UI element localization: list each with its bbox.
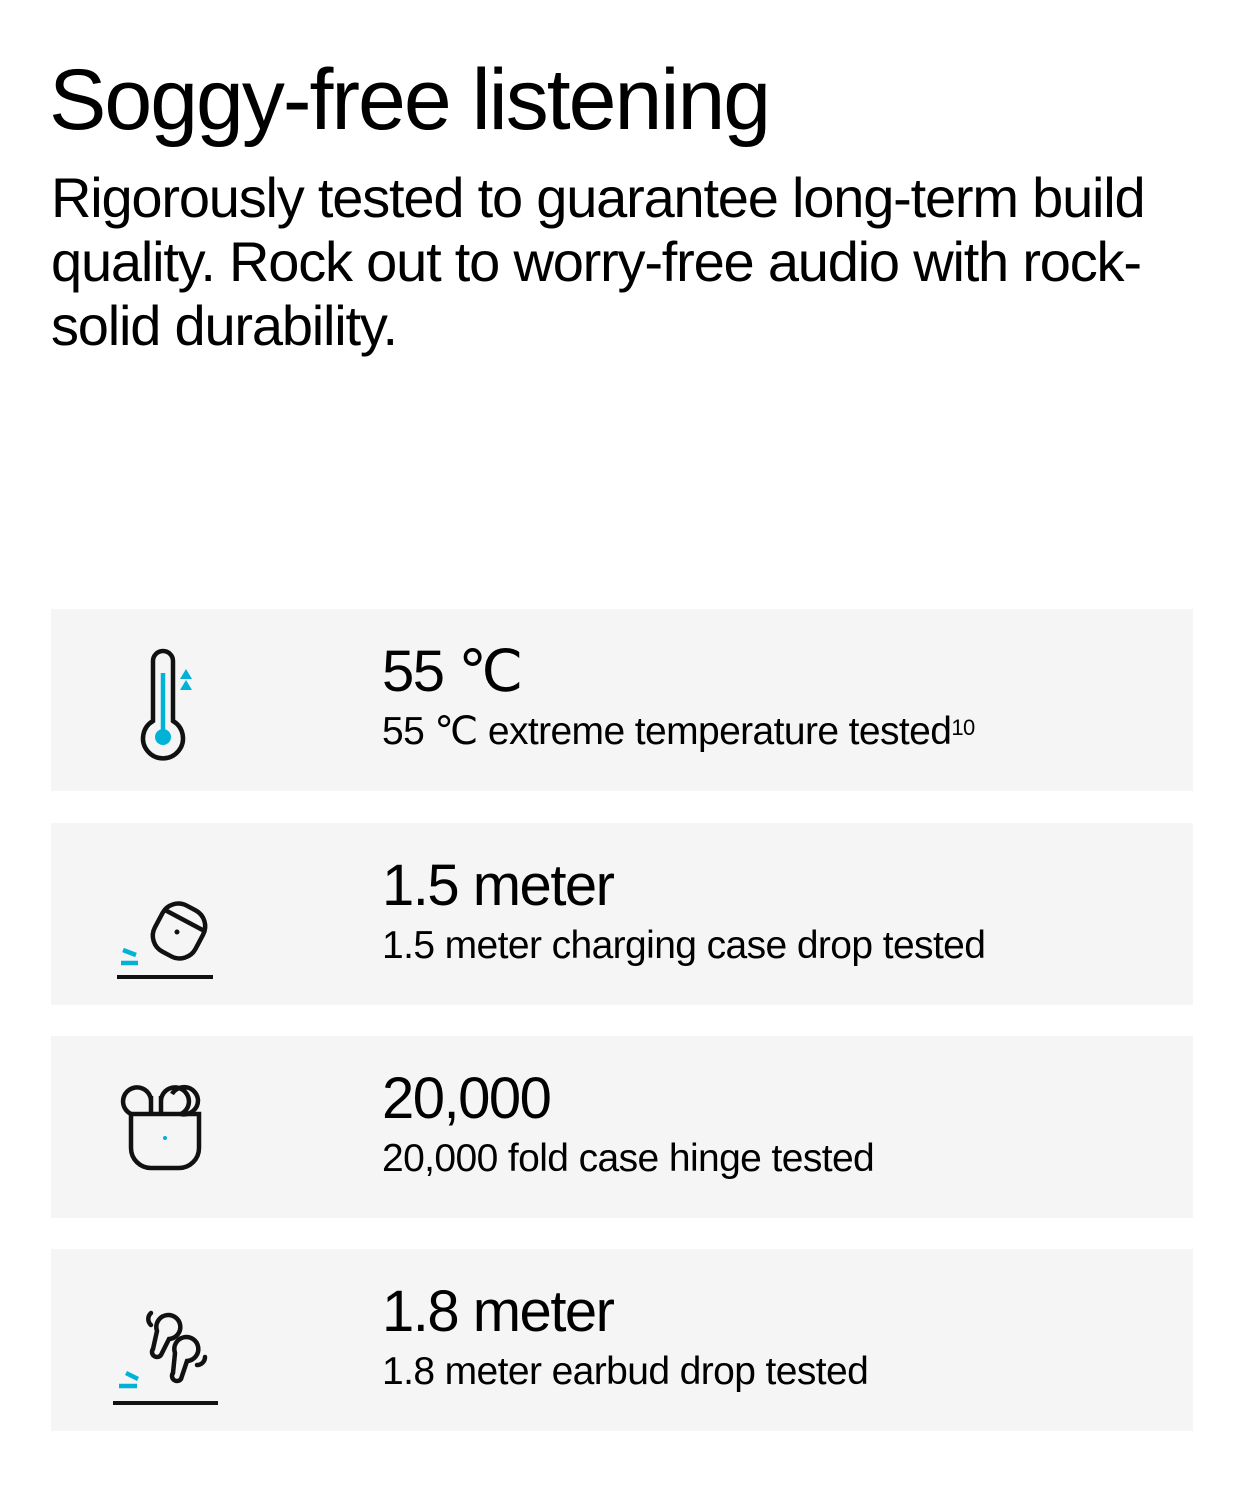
case-hinge-icon	[120, 1084, 202, 1171]
page-subtitle: Rigorously tested to guarantee long-term…	[51, 166, 1146, 357]
feature-value: 20,000	[382, 1066, 552, 1131]
feature-card-earbud-drop: 1.8 meter 1.8 meter earbud drop tested	[51, 1249, 1193, 1431]
earbud-drop-icon	[113, 1310, 218, 1405]
footnote-marker: 10	[951, 715, 975, 740]
page-title: Soggy-free listening	[49, 52, 771, 148]
feature-description: 1.8 meter earbud drop tested	[382, 1350, 869, 1393]
case-drop-icon	[117, 901, 213, 979]
feature-value: 1.8 meter	[382, 1279, 615, 1344]
feature-card-temperature: 55 ℃ 55 ℃ extreme temperature tested10	[51, 609, 1193, 791]
feature-card-case-drop: 1.5 meter 1.5 meter charging case drop t…	[51, 823, 1193, 1005]
feature-description: 1.5 meter charging case drop tested	[382, 924, 986, 967]
feature-description: 20,000 fold case hinge tested	[382, 1137, 875, 1180]
feature-card-hinge: 20,000 20,000 fold case hinge tested	[51, 1036, 1193, 1218]
feature-value: 55 ℃	[382, 639, 523, 704]
feature-description: 55 ℃ extreme temperature tested10	[382, 710, 975, 753]
feature-value: 1.5 meter	[382, 853, 615, 918]
thermometer-icon	[140, 648, 192, 761]
